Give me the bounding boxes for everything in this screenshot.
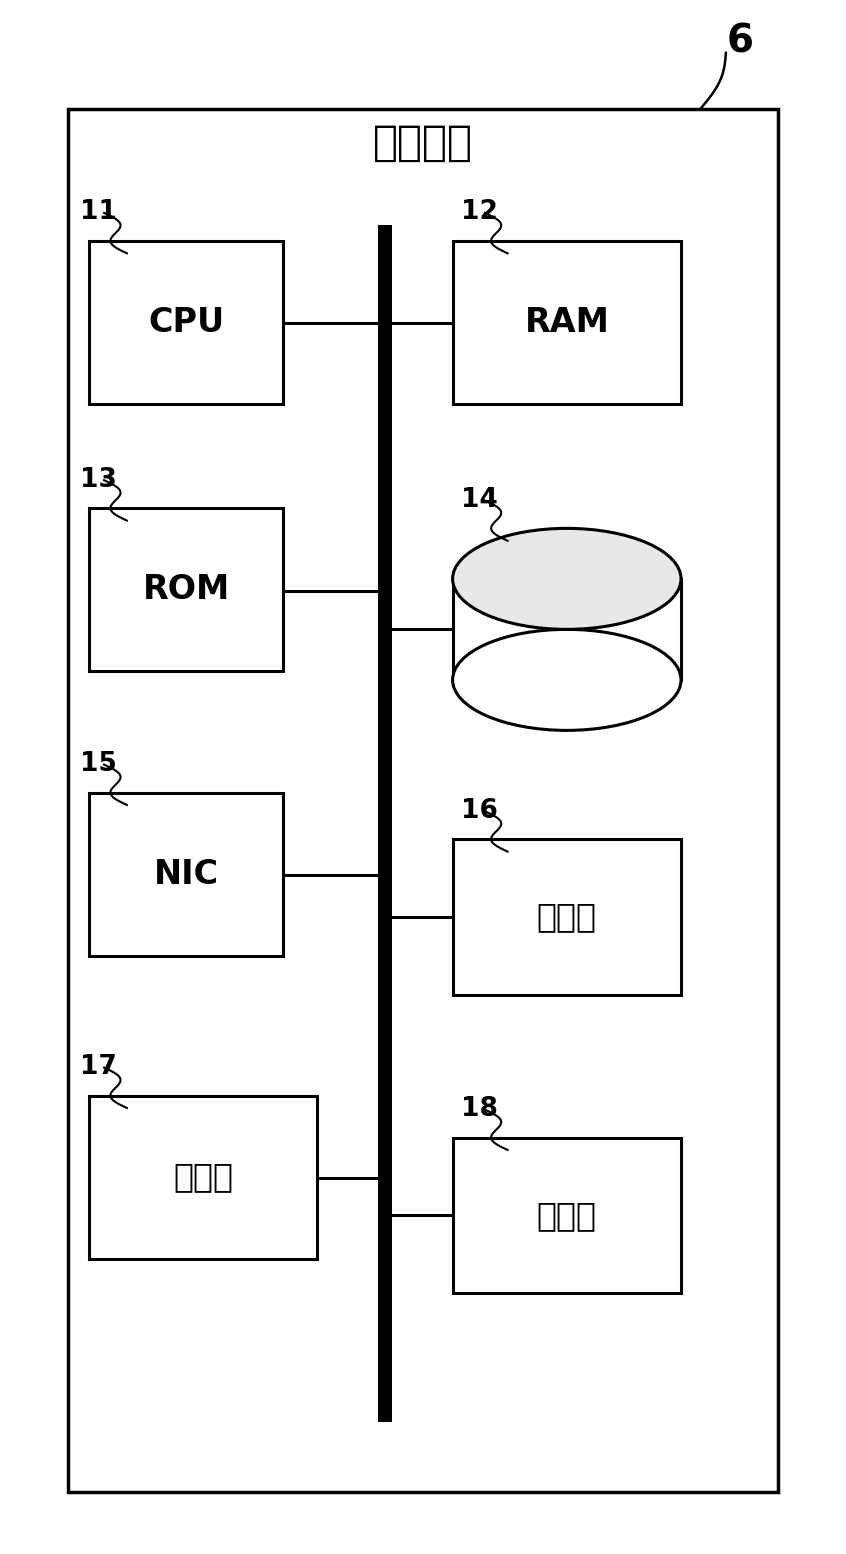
Bar — [68, 109, 778, 1492]
Text: RAM: RAM — [525, 306, 609, 339]
Text: 输入部: 输入部 — [537, 1198, 596, 1232]
Bar — [89, 241, 283, 404]
Text: ROM: ROM — [142, 573, 230, 606]
Text: 15: 15 — [80, 751, 118, 777]
Text: CPU: CPU — [148, 306, 224, 339]
Text: 16: 16 — [461, 797, 498, 824]
Text: 6: 6 — [727, 23, 754, 61]
Text: 14: 14 — [461, 486, 497, 513]
Bar — [89, 508, 283, 671]
Bar — [378, 225, 392, 1422]
Text: 18: 18 — [461, 1096, 498, 1122]
Text: 显示部: 显示部 — [173, 1161, 233, 1193]
Ellipse shape — [453, 528, 681, 629]
Ellipse shape — [453, 629, 681, 730]
Bar — [89, 1096, 317, 1259]
Bar — [453, 580, 681, 681]
Text: 13: 13 — [80, 466, 118, 493]
Text: NIC: NIC — [154, 858, 218, 890]
Bar — [453, 839, 681, 995]
Bar — [89, 793, 283, 956]
Bar — [453, 241, 681, 404]
Text: 控制装置: 控制装置 — [373, 121, 473, 165]
Text: 摄影部: 摄影部 — [537, 900, 596, 934]
Text: 11: 11 — [80, 199, 118, 225]
Text: 17: 17 — [80, 1054, 118, 1080]
Bar — [453, 1138, 681, 1293]
Text: 12: 12 — [461, 199, 498, 225]
